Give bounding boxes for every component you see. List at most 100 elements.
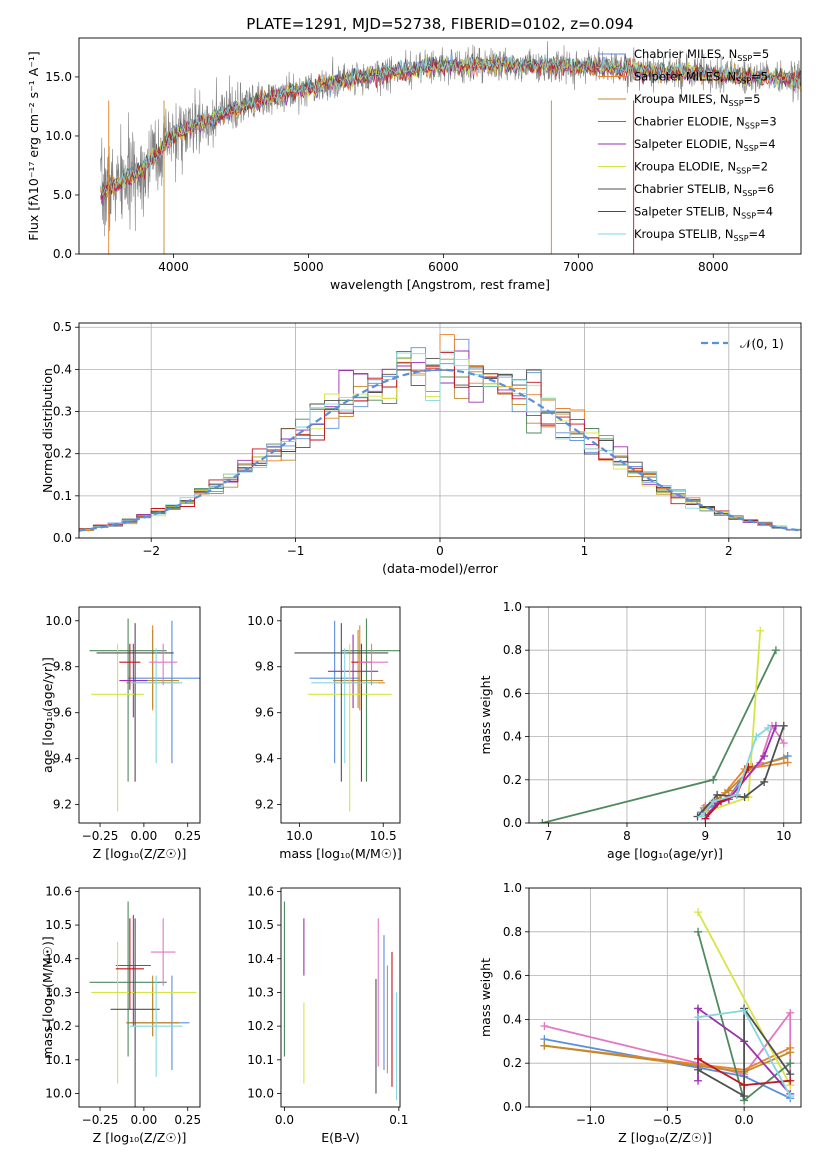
y-tick-label: 0.3 xyxy=(53,405,72,419)
weight-marker xyxy=(709,797,718,806)
weight-marker xyxy=(764,723,773,732)
legend-entry: Kroupa MILES, NSSP=5 xyxy=(634,92,760,108)
y-tick-label: 10.0 xyxy=(247,614,274,628)
weight-marker xyxy=(786,1092,795,1101)
weight-marker xyxy=(732,790,741,799)
y-tick-label: 0.5 xyxy=(53,320,72,334)
weight-marker xyxy=(694,1004,703,1013)
y-tick-label: 10.1 xyxy=(247,1053,274,1067)
weight-marker xyxy=(713,790,722,799)
axes-weight_vs_Z: −1.0 −0.5 0.0 0.0 0.2 0.4 0.6 0.8 1.0 Z [log₁₀(Z/… xyxy=(478,881,802,1145)
legend-subscript: SSP xyxy=(744,144,759,153)
weight-marker xyxy=(694,1013,703,1022)
weight_vs_age-frame xyxy=(528,606,802,824)
x-tick-label: 0.0 xyxy=(275,1113,294,1127)
y-tick-label: 0.4 xyxy=(503,1012,522,1026)
model-spectrum-line xyxy=(100,57,801,205)
y-axis-label: mass weight xyxy=(478,675,493,754)
x-tick-label: −1 xyxy=(287,544,305,558)
legend-entry: Chabrier MILES, NSSP=5 xyxy=(634,47,769,63)
y-axis-label: mass [log₁₀(M/M☉)] xyxy=(40,936,55,1058)
y-tick-label: 0.4 xyxy=(53,362,72,376)
x-tick-label: −2 xyxy=(142,544,160,558)
weight-marker xyxy=(538,819,547,823)
weight-marker xyxy=(786,1076,795,1085)
plot-area-spectrum xyxy=(100,40,801,254)
legend-entry: Salpeter MILES, NSSP=5 xyxy=(634,70,768,86)
y-tick-label: 0.8 xyxy=(503,925,522,939)
legend-subscript: SSP xyxy=(745,122,760,131)
y-tick-label: 10.6 xyxy=(45,884,72,898)
x-axis-label: mass [log₁₀(M/M☉)] xyxy=(279,846,401,861)
weight-marker xyxy=(694,908,703,917)
y-tick-label: 0.0 xyxy=(503,816,522,830)
y-tick-label: 10.2 xyxy=(45,1019,72,1033)
weight-marker xyxy=(694,1065,703,1074)
y-tick-label: 0.2 xyxy=(503,773,522,787)
y-tick-label: 5.0 xyxy=(53,188,72,202)
y-tick-label: 10.3 xyxy=(247,985,274,999)
legend-count: =6 xyxy=(757,182,774,196)
x-tick-label: −1.0 xyxy=(576,1113,605,1127)
y-tick-label: 9.8 xyxy=(255,660,274,674)
plot-area-mass_vs_ebv xyxy=(283,901,398,1101)
weight-marker xyxy=(771,646,780,655)
y-tick-label: 9.6 xyxy=(53,706,72,720)
x-axis-label: E(B-V) xyxy=(321,1130,360,1145)
normal-curve xyxy=(79,368,801,532)
plot-area-weight_vs_Z xyxy=(529,888,801,1107)
y-tick-label: 0.1 xyxy=(53,489,72,503)
y-tick-label: 9.2 xyxy=(255,798,274,812)
legend-count: =5 xyxy=(751,70,768,84)
legend-entry: Salpeter STELIB, NSSP=4 xyxy=(634,205,773,221)
y-tick-label: 0.0 xyxy=(503,1100,522,1114)
y-tick-label: 10.0 xyxy=(45,129,72,143)
x-tick-label: 10.0 xyxy=(286,829,313,843)
plot-area-age_vs_mass xyxy=(294,618,400,812)
plot-area-age_vs_Z xyxy=(89,618,200,812)
weight-marker xyxy=(694,1054,703,1063)
weight-marker xyxy=(786,1048,795,1057)
x-axis-label: Z [log₁₀(Z/Z☉)] xyxy=(618,1130,712,1145)
weight-marker xyxy=(740,793,749,802)
x-axis-label: age [log₁₀(age/yr)] xyxy=(607,846,723,861)
weight-marker xyxy=(740,1006,749,1015)
mass_vs_ebv-frame xyxy=(280,887,401,1108)
residuals-frame xyxy=(78,322,802,539)
age_vs_Z-frame xyxy=(78,606,201,824)
axes-spectrum: 4000 5000 6000 7000 8000 0.0 5.0 10.0 15.0 wavele… xyxy=(26,37,802,292)
legend-subscript: SSP xyxy=(729,99,744,108)
axes-residuals: −2 −1 0 1 2 0.0 0.1 0.2 0.3 0.4 0.5 (data-model)/er… xyxy=(40,320,802,576)
weight-line xyxy=(700,727,769,818)
x-tick-label: 7 xyxy=(545,829,553,843)
plot-layer: 4000 5000 6000 7000 80000.05.010.015.0wavele… xyxy=(26,37,802,1145)
weight-marker xyxy=(779,754,788,763)
weight-marker xyxy=(756,626,765,635)
x-axis-label: Z [log₁₀(Z/Z☉)] xyxy=(93,1130,187,1145)
weight-line xyxy=(703,757,785,809)
weight-line xyxy=(705,630,762,814)
weight-marker xyxy=(760,752,769,761)
x-tick-label: 0.00 xyxy=(131,1113,158,1127)
y-tick-label: 0.4 xyxy=(503,730,522,744)
y-tick-label: 0.8 xyxy=(503,643,522,657)
x-tick-label: −0.25 xyxy=(82,829,119,843)
plot-area-weight_vs_age xyxy=(529,607,801,823)
axes-mass_vs_Z: −0.25 0.00 0.25 10.0 10.1 10.2 10.3 10.4 10.5 10.… xyxy=(40,884,201,1145)
legend-subscript: SSP xyxy=(737,54,752,63)
legend-entry: Salpeter ELODIE, NSSP=4 xyxy=(634,137,776,153)
weight-marker xyxy=(709,775,718,784)
spectrum-frame xyxy=(78,37,802,255)
legend-entry: Kroupa ELODIE, NSSP=2 xyxy=(634,160,768,176)
y-axis-label: age [log₁₀(age/yr)] xyxy=(40,657,55,773)
x-tick-label: 0.1 xyxy=(389,1113,408,1127)
legend-subscript: SSP xyxy=(741,212,756,221)
legend-count: =4 xyxy=(756,205,773,219)
x-tick-label: −0.25 xyxy=(82,1113,119,1127)
x-axis-label: wavelength [Angstrom, rest frame] xyxy=(330,277,550,292)
weight-marker xyxy=(752,732,761,741)
y-tick-label: 0.2 xyxy=(503,1056,522,1070)
spectrum-legend: Chabrier MILES, NSSP=5 Salpeter MILES, NS… xyxy=(598,47,777,243)
x-tick-label: 10.5 xyxy=(370,829,397,843)
y-tick-label: 10.2 xyxy=(247,1019,274,1033)
